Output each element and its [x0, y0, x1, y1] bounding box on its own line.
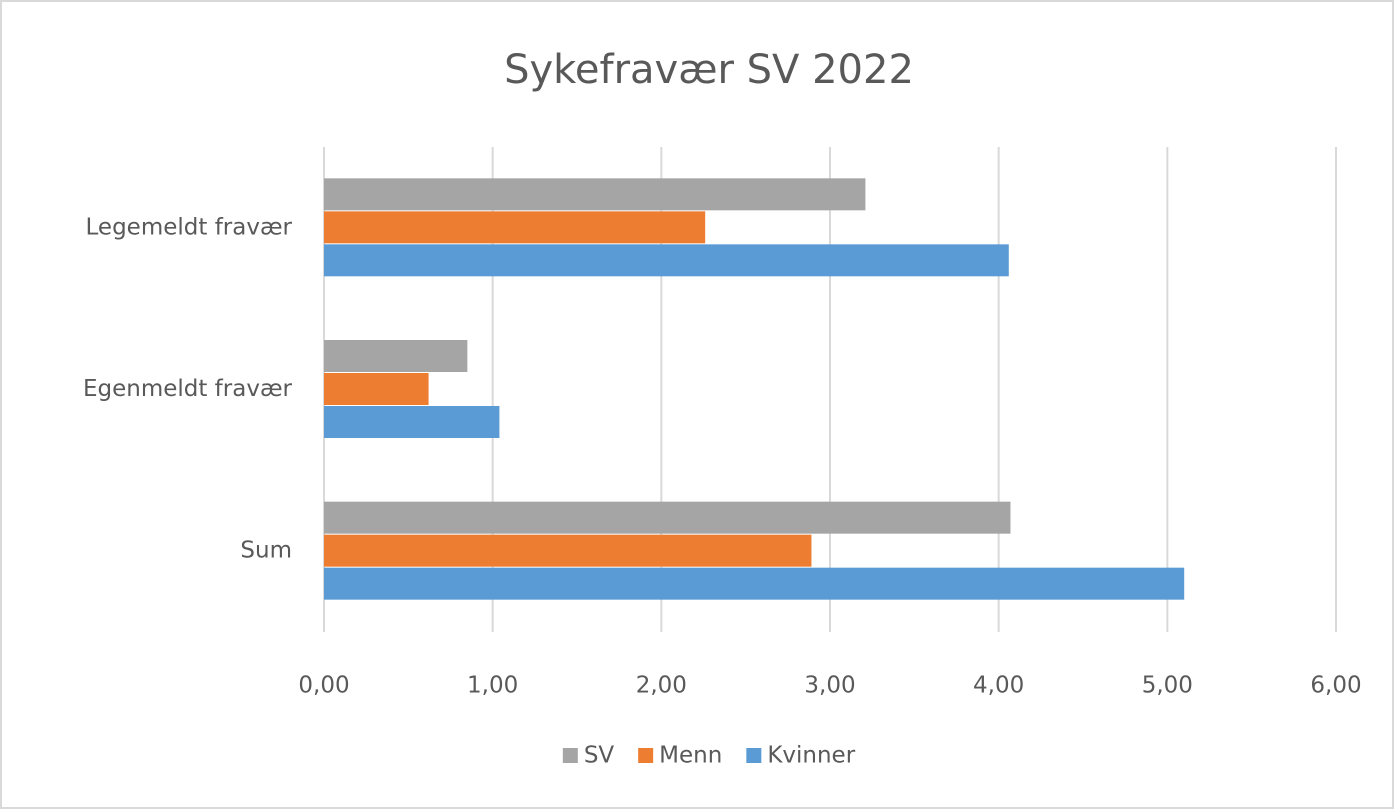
legend-label: Kvinner [767, 743, 855, 769]
x-tick-label: 1,00 [467, 673, 518, 699]
legend-label: SV [584, 743, 615, 769]
x-tick-label: 2,00 [636, 673, 687, 699]
chart-title: Sykefravær SV 2022 [504, 47, 914, 93]
bar [324, 340, 468, 372]
x-tick-label: 6,00 [1310, 673, 1361, 699]
bar [324, 567, 1185, 600]
bar [324, 244, 1009, 277]
y-tick-label: Sum [240, 538, 292, 564]
y-tick-label: Egenmeldt fravær [83, 376, 293, 402]
bar [324, 406, 500, 438]
legend-label: Menn [659, 743, 722, 769]
x-tick-label: 0,00 [298, 673, 349, 699]
x-tick-label: 5,00 [1142, 673, 1193, 699]
x-tick-label: 3,00 [804, 673, 855, 699]
y-tick-label: Legemeldt fravær [86, 214, 293, 240]
x-tick-label: 4,00 [973, 673, 1024, 699]
legend-swatch [638, 748, 654, 763]
bar [324, 211, 706, 244]
legend-swatch [562, 748, 578, 763]
bar [324, 534, 812, 567]
legend-swatch [746, 748, 762, 763]
bar [324, 501, 1011, 534]
bar [324, 178, 866, 211]
bar [324, 373, 429, 405]
